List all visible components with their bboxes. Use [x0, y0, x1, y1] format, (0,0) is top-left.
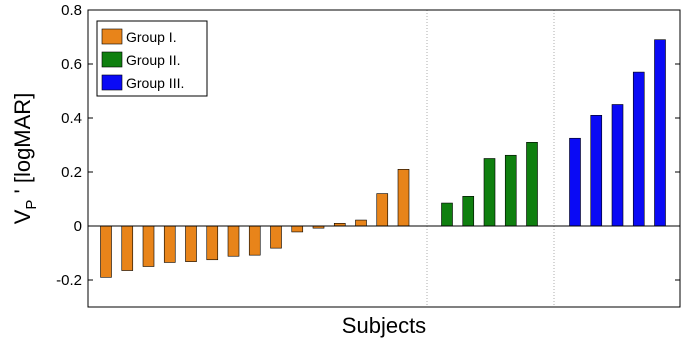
- bar-1-8: [248, 225, 261, 256]
- bar-1-6: [206, 225, 219, 261]
- bar-1-4: [163, 225, 176, 263]
- legend-label-3: Group III.: [126, 75, 184, 91]
- bar-2-5: [526, 142, 538, 227]
- y-tick-label: 0: [74, 218, 82, 235]
- y-tick-label: 0.2: [61, 164, 82, 181]
- bar-1-15: [397, 169, 410, 227]
- y-axis-title-main: V: [10, 209, 35, 224]
- y-tick-label: 0.8: [61, 2, 82, 19]
- y-axis-title-rest: ' [logMAR]: [10, 93, 35, 200]
- bar-3-4: [632, 71, 645, 227]
- bar-1-5: [185, 225, 197, 262]
- bar-1-13: [355, 219, 367, 227]
- y-tick-label: 0.6: [61, 56, 82, 73]
- bar-1-10: [291, 225, 304, 233]
- bar-3-2: [590, 115, 603, 227]
- y-tick-label: 0.4: [61, 110, 82, 127]
- y-axis-title-subscript: P: [23, 200, 40, 210]
- y-tick-label: -0.2: [56, 272, 82, 289]
- legend-swatch-1: [101, 28, 123, 45]
- bar-1-1: [100, 225, 112, 278]
- x-axis-title: Subjects: [342, 313, 426, 338]
- bar-3-5: [654, 39, 666, 227]
- legend: Group I. Group II. Group III.: [96, 20, 208, 97]
- bar-1-3: [142, 225, 155, 267]
- legend-label-1: Group I.: [126, 29, 177, 45]
- bar-3-3: [611, 104, 624, 227]
- legend-swatch-3: [101, 74, 123, 91]
- bar-2-2: [462, 196, 475, 227]
- bar-2-3: [483, 158, 496, 227]
- bar-2-1: [441, 202, 453, 227]
- bars: [100, 39, 666, 278]
- bar-2-4: [504, 154, 517, 227]
- legend-swatch-2: [101, 51, 123, 68]
- bar-1-7: [227, 225, 240, 257]
- y-axis-ticks: -0.2 0 0.2 0.4 0.6 0.8: [56, 2, 680, 289]
- bar-3-1: [569, 137, 581, 227]
- plot-frame: [87, 9, 681, 308]
- bar-1-2: [121, 225, 134, 271]
- bar-1-14: [376, 193, 389, 227]
- legend-label-2: Group II.: [126, 52, 180, 68]
- y-axis-title: VP ' [logMAR]: [10, 93, 40, 225]
- bar-1-9: [270, 225, 282, 249]
